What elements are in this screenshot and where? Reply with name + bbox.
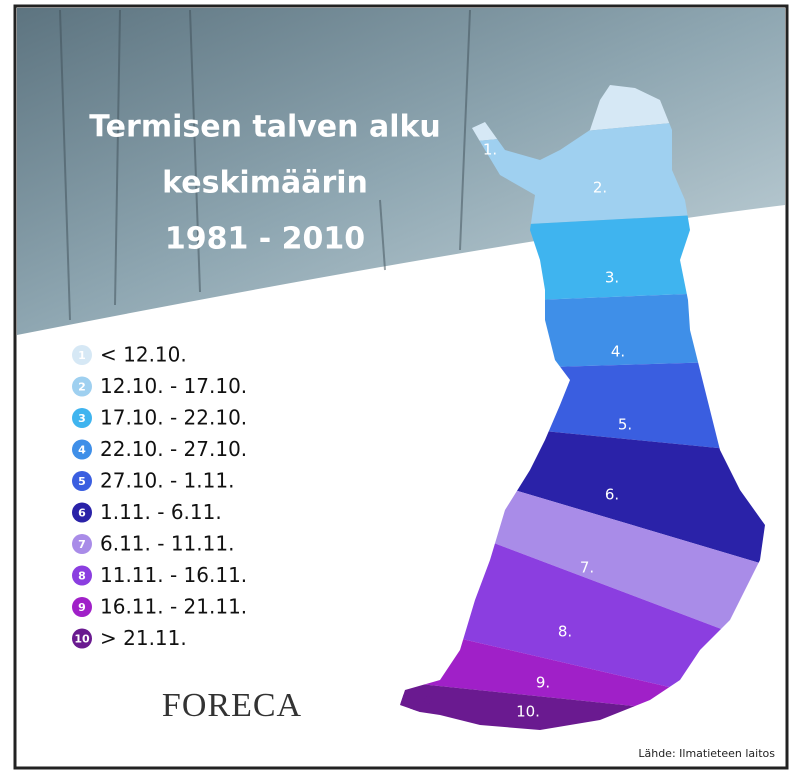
legend-label: 17.10. - 22.10. (100, 406, 247, 430)
zone-label: 7. (580, 559, 594, 577)
legend-number: 1 (78, 349, 86, 362)
legend-number: 2 (78, 381, 86, 394)
source: Lähde: Ilmatieteen laitos (638, 747, 775, 760)
zone-label: 9. (536, 674, 550, 692)
legend-label: < 12.10. (100, 343, 187, 367)
legend-number: 8 (78, 570, 86, 583)
zone-label: 3. (605, 269, 619, 287)
legend-label: 27.10. - 1.11. (100, 469, 234, 493)
legend-number: 5 (78, 475, 86, 488)
infographic: Termisen talven alku keskimäärin 1981 - 20… (0, 0, 794, 773)
legend-number: 3 (78, 412, 86, 425)
title-line: 1981 - 2010 (165, 222, 365, 257)
legend-label: 1.11. - 6.11. (100, 500, 222, 524)
legend-number: 4 (78, 444, 86, 457)
legend-label: 11.11. - 16.11. (100, 563, 247, 587)
legend-number: 6 (78, 507, 86, 520)
legend-label: 12.10. - 17.10. (100, 374, 247, 398)
legend-label: 22.10. - 27.10. (100, 437, 247, 461)
island (424, 696, 432, 704)
zone-label: 8. (558, 623, 572, 641)
zone-label: 4. (611, 343, 625, 361)
legend-number: 10 (74, 633, 90, 646)
title-line: keskimäärin (162, 166, 368, 201)
zone-label: 6. (605, 486, 619, 504)
legend-label: > 21.11. (100, 626, 187, 650)
legend-number: 7 (78, 538, 86, 551)
zone-label: 10. (516, 703, 540, 721)
logo: FORECA (162, 687, 302, 724)
title-line: Termisen talven alku (89, 110, 441, 145)
legend-number: 9 (78, 601, 86, 614)
zone-label: 5. (618, 416, 632, 434)
legend-label: 16.11. - 21.11. (100, 595, 247, 619)
zone-label: 1. (483, 141, 497, 159)
legend-label: 6.11. - 11.11. (100, 532, 234, 556)
zone-label: 2. (593, 179, 607, 197)
